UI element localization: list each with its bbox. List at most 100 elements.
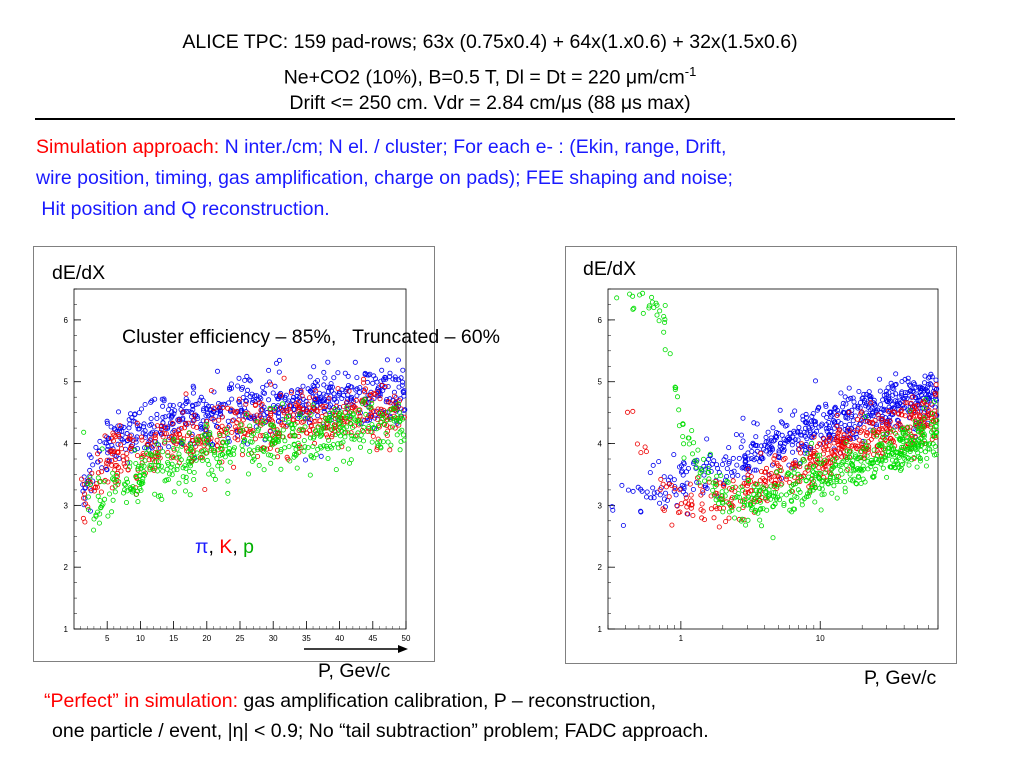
data-point [846,421,852,427]
data-point [228,406,234,412]
data-point [661,314,667,320]
data-point [259,401,265,407]
data-point [905,455,911,461]
data-point [835,439,841,445]
data-point [109,442,115,448]
data-point [388,442,394,448]
data-point [348,430,354,436]
data-point [175,438,181,444]
data-point [213,413,219,419]
data-point [674,503,680,509]
data-point [693,459,699,465]
data-point [101,479,107,485]
data-point [187,441,193,447]
data-point [783,438,789,444]
data-point [351,416,357,422]
data-point [785,470,791,476]
efficiency-annotation: Cluster efficiency – 85%, Truncated – 60… [122,326,500,348]
data-point [928,401,934,407]
data-point [241,438,247,444]
data-point [666,481,672,487]
data-point [657,308,663,314]
data-point [892,465,898,471]
data-point [189,434,195,440]
data-point [619,482,625,488]
data-point [349,394,355,400]
data-point [701,517,707,523]
data-point [924,455,930,461]
data-point [701,472,707,478]
data-point [658,476,664,482]
data-point [355,430,361,436]
data-point [258,407,264,413]
data-point [301,418,307,424]
data-point [783,476,789,482]
data-point [171,436,177,442]
data-point [883,446,889,452]
data-point [270,423,276,429]
data-point [307,374,313,380]
data-point [305,401,311,407]
data-point [180,409,186,415]
data-point [917,458,923,464]
data-point [828,414,834,420]
data-point [178,425,184,431]
data-point [792,437,798,443]
data-point [139,463,145,469]
data-point [222,443,228,449]
data-point [93,444,99,450]
data-point [928,371,934,377]
data-point [229,429,235,435]
data-point [234,408,240,414]
data-point [684,469,690,475]
data-point [97,457,103,463]
data-point [831,483,837,489]
data-point [846,427,852,433]
data-point [905,430,911,436]
data-point [841,458,847,464]
data-point [791,470,797,476]
data-point [758,443,764,449]
data-point [266,416,272,422]
data-point [925,391,931,397]
data-point [98,489,104,495]
data-point [210,416,216,422]
data-point [823,440,829,446]
data-point [393,377,399,383]
data-point [270,439,276,445]
data-point [770,490,776,496]
data-point [239,443,245,449]
data-point [245,410,251,416]
data-point [228,381,234,387]
y-tick-label: 2 [64,563,69,572]
data-point [910,394,916,400]
data-point [928,422,934,428]
data-point [897,422,903,428]
data-point [136,426,142,432]
data-point [807,455,813,461]
data-point [921,405,927,411]
data-point [160,434,166,440]
data-point [161,431,167,437]
data-point [387,447,393,453]
data-point [852,454,858,460]
data-point [855,403,861,409]
data-point [357,413,363,419]
data-point [169,472,175,478]
data-point [296,394,302,400]
data-point [736,506,742,512]
y-tick-label: 3 [64,501,69,510]
data-point [130,487,136,493]
data-point [676,407,682,413]
data-point [267,422,273,428]
data-point [324,384,330,390]
data-point [810,451,816,457]
data-point [207,430,213,436]
data-point [692,458,698,464]
data-point [933,387,939,393]
data-point [748,443,754,449]
data-point [281,410,287,416]
data-point [643,449,649,455]
data-point [823,403,829,409]
data-point [776,476,782,482]
